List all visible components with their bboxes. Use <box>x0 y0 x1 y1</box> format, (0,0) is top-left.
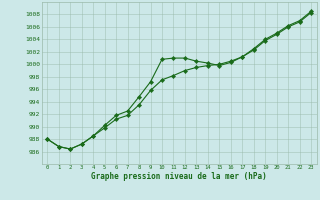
X-axis label: Graphe pression niveau de la mer (hPa): Graphe pression niveau de la mer (hPa) <box>91 172 267 181</box>
